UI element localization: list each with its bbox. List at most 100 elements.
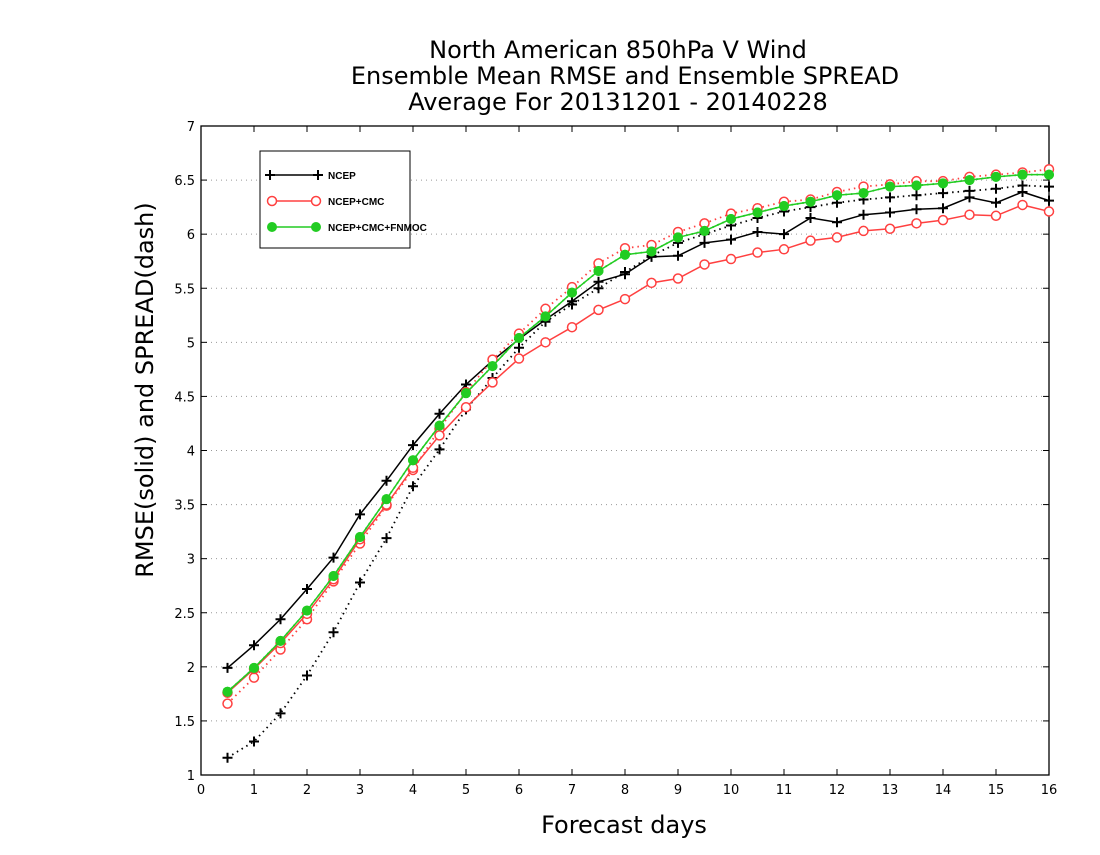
legend-marker-ncep-left — [265, 170, 275, 180]
marker-ncep-cmc-rmse-9 — [460, 401, 472, 413]
y-tick-label-1: 1.5 — [174, 715, 195, 730]
marker-ncep-spread-31 — [1044, 181, 1054, 192]
marker-ncep-cmc-fnmoc-rmse-1 — [249, 662, 259, 673]
marker-ncep-rmse-29 — [991, 197, 1001, 208]
marker-ncep-rmse-19 — [726, 234, 736, 245]
series-group — [222, 164, 1055, 763]
marker-ncep-cmc-fnmoc-rmse-7 — [408, 455, 418, 466]
marker-ncep-cmc-fnmoc-rmse-6 — [381, 494, 392, 505]
marker-ncep-rmse-14 — [593, 276, 604, 287]
marker-ncep-cmc-fnmoc-rmse-27 — [938, 178, 948, 189]
marker-ncep-cmc-rmse-31 — [1043, 206, 1055, 217]
marker-ncep-cmc-fnmoc-rmse-9 — [461, 388, 471, 399]
marker-ncep-cmc-fnmoc-rmse-28 — [964, 175, 975, 186]
marker-ncep-spread-29 — [991, 183, 1001, 194]
marker-ncep-rmse-2 — [275, 614, 286, 625]
series-line-ncep-cmc-fnmoc-rmse — [226, 173, 1049, 693]
legend-entry-ncep-cmc: NCEP+CMC — [266, 195, 384, 208]
marker-ncep-cmc-fnmoc-rmse-0 — [222, 686, 233, 697]
marker-ncep-cmc-rmse-28 — [964, 209, 975, 220]
marker-ncep-cmc-fnmoc-rmse-18 — [699, 225, 710, 236]
marker-ncep-cmc-rmse-12 — [540, 337, 551, 348]
legend-marker-ncep-cmc-right — [310, 195, 322, 207]
marker-ncep-cmc-rmse-21 — [778, 244, 790, 255]
marker-ncep-rmse-5 — [355, 509, 365, 520]
marker-ncep-rmse-0 — [222, 662, 233, 673]
x-tick-label-5: 5 — [462, 783, 470, 798]
marker-ncep-cmc-fnmoc-rmse-5 — [355, 532, 365, 543]
marker-ncep-rmse-22 — [805, 212, 816, 223]
axes: 11.522.533.544.555.566.570 1 2 3 4 5 6 7 8 9 10 11 1… — [174, 120, 1057, 798]
marker-ncep-rmse-8 — [434, 408, 445, 419]
plot-frame — [200, 125, 1050, 776]
marker-ncep-cmc-rmse-24 — [858, 225, 869, 237]
y-tick-label-10: 6 — [187, 228, 195, 243]
series-line-ncep-spread — [227, 184, 1050, 759]
legend-entry-ncep-cmc-fnmoc: NCEP+CMC+FNMOC — [267, 222, 427, 234]
marker-ncep-rmse-27 — [938, 203, 948, 214]
marker-ncep-spread-8 — [434, 444, 445, 455]
y-tick-label-8: 5 — [187, 336, 195, 351]
x-tick-label-11: 11 — [776, 783, 793, 798]
marker-ncep-spread-4 — [328, 627, 339, 638]
x-tick-label-13: 13 — [882, 783, 899, 798]
marker-ncep-cmc-fnmoc-rmse-12 — [540, 311, 551, 322]
marker-ncep-cmc-fnmoc-rmse-2 — [275, 635, 286, 646]
marker-ncep-spread-3 — [302, 670, 312, 681]
marker-ncep-cmc-rmse-22 — [805, 235, 816, 246]
legend-label-ncep-cmc: NCEP+CMC — [328, 197, 384, 208]
marker-ncep-rmse-21 — [779, 229, 789, 240]
marker-ncep-cmc-fnmoc-rmse-15 — [620, 249, 630, 260]
x-tick-label-12: 12 — [829, 783, 846, 798]
legend-marker-ncep-cmc-left — [266, 195, 278, 207]
marker-ncep-spread-6 — [381, 533, 392, 544]
legend-box — [259, 150, 411, 249]
legend: NCEP NCEP+CMC NCEP+CMC+FNMOC — [259, 150, 427, 249]
marker-ncep-cmc-fnmoc-rmse-13 — [567, 287, 577, 298]
marker-ncep-cmc-fnmoc-rmse-10 — [487, 361, 498, 372]
marker-ncep-cmc-fnmoc-rmse-20 — [752, 207, 763, 218]
y-axis-title: RMSE(solid) and SPREAD(dash) — [131, 202, 159, 578]
x-tick-label-8: 8 — [621, 783, 629, 798]
chart-title-line-2: Ensemble Mean RMSE and Ensemble SPREAD — [351, 62, 899, 90]
y-tick-label-2: 2 — [187, 661, 195, 676]
legend-marker-ncep-cmc-fnmoc-right — [311, 222, 321, 232]
marker-ncep-cmc-fnmoc-rmse-31 — [1044, 169, 1054, 180]
marker-ncep-cmc-rmse-15 — [619, 293, 631, 305]
marker-ncep-rmse-18 — [699, 237, 710, 248]
marker-ncep-rmse-6 — [381, 475, 392, 486]
x-tick-label-4: 4 — [409, 783, 417, 798]
marker-ncep-rmse-13 — [567, 296, 577, 307]
marker-ncep-cmc-rmse-13 — [566, 321, 578, 333]
marker-ncep-cmc-fnmoc-rmse-25 — [885, 181, 895, 192]
marker-ncep-cmc-rmse-20 — [752, 247, 763, 258]
marker-ncep-cmc-fnmoc-rmse-30 — [1017, 169, 1028, 180]
marker-ncep-cmc-rmse-16 — [646, 277, 657, 289]
marker-ncep-rmse-4 — [328, 552, 339, 563]
marker-ncep-rmse-25 — [885, 207, 895, 218]
x-tick-label-9: 9 — [674, 783, 682, 798]
marker-ncep-spread-11 — [514, 342, 524, 353]
marker-ncep-spread-7 — [408, 481, 418, 492]
marker-ncep-cmc-rmse-10 — [487, 377, 498, 388]
marker-ncep-cmc-rmse-11 — [513, 353, 525, 364]
marker-ncep-cmc-rmse-8 — [434, 430, 445, 441]
x-tick-label-6: 6 — [515, 783, 523, 798]
marker-ncep-cmc-rmse-26 — [911, 218, 922, 229]
marker-ncep-spread-25 — [885, 192, 895, 203]
y-tick-label-9: 5.5 — [174, 282, 195, 297]
legend-entry-ncep: NCEP — [265, 170, 356, 182]
marker-ncep-cmc-fnmoc-rmse-4 — [328, 570, 339, 581]
marker-ncep-cmc-fnmoc-rmse-11 — [514, 333, 524, 344]
y-tick-label-5: 3.5 — [174, 499, 195, 514]
marker-ncep-rmse-15 — [620, 269, 630, 280]
x-tick-label-2: 2 — [303, 783, 311, 798]
marker-ncep-spread-5 — [355, 577, 365, 588]
x-tick-label-7: 7 — [568, 783, 576, 798]
marker-ncep-cmc-rmse-25 — [884, 223, 896, 235]
marker-ncep-rmse-3 — [302, 583, 312, 594]
legend-label-ncep-cmc-fnmoc: NCEP+CMC+FNMOC — [328, 223, 427, 234]
y-tick-label-3: 2.5 — [174, 607, 195, 622]
marker-ncep-spread-1 — [249, 736, 259, 747]
marker-ncep-cmc-fnmoc-rmse-23 — [832, 190, 842, 201]
